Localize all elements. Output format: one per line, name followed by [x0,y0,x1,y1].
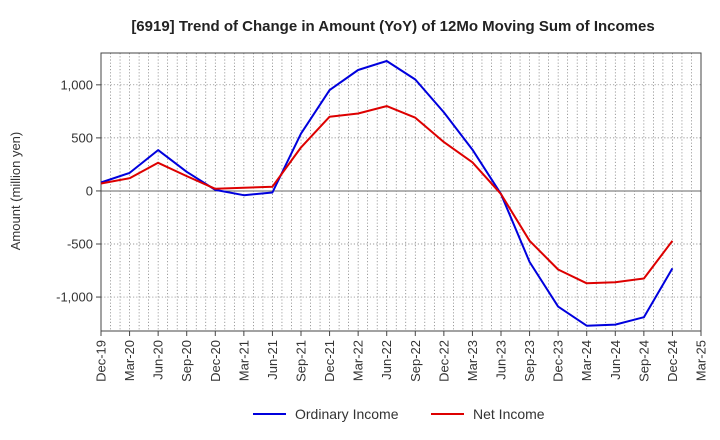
x-tick-label: Jun-22 [379,340,394,380]
legend-label: Net Income [473,406,545,422]
x-tick-label: Mar-24 [579,340,594,381]
x-tick-label: Jun-23 [494,340,509,380]
x-tick-label: Mar-23 [465,340,480,381]
x-tick-label: Dec-23 [551,340,566,382]
legend-item-ordinary-income: Ordinary Income [253,406,399,422]
y-tick-label: 1,000 [60,77,93,92]
series-line-net-income [100,105,674,285]
x-tick-label: Dec-21 [322,340,337,382]
y-tick-label: -1,000 [56,290,93,305]
x-tick-label: Jun-21 [265,340,280,380]
x-tick-label: Sep-23 [522,340,537,382]
x-tick-label: Dec-24 [665,340,680,382]
x-tick-label: Mar-20 [122,340,137,381]
x-tick-label: Mar-21 [236,340,251,381]
x-tick-label: Jun-20 [151,340,166,380]
x-tick-label: Mar-22 [351,340,366,381]
series-line-ordinary-income [100,60,674,327]
axes-layer: -1,000 -500 0 500 1,000 Dec-19 Mar-20 Jun-20 Sep… [56,52,709,382]
x-tick-label: Sep-21 [294,340,309,382]
y-tick-label: 500 [71,130,93,145]
y-tick-label: 0 [86,183,93,198]
plot-frame [100,52,702,332]
y-tick-label: -500 [67,236,93,251]
grid-layer [100,53,702,331]
x-tick-label: Dec-19 [94,340,109,382]
series-layer [100,60,674,327]
x-tick-label: Dec-20 [208,340,223,382]
x-tick-label: Mar-25 [694,340,709,381]
x-tick-label: Dec-22 [436,340,451,382]
x-tick-label: Sep-22 [408,340,423,382]
legend-item-net-income: Net Income [431,406,545,422]
chart-title: [6919] Trend of Change in Amount (YoY) o… [131,18,654,35]
y-axis-label: Amount (million yen) [8,132,23,251]
legend-label: Ordinary Income [295,406,399,422]
x-tick-label: Jun-24 [608,340,623,380]
x-tick-label: Sep-20 [179,340,194,382]
legend: Ordinary Income Net Income [253,406,545,422]
x-tick-label: Sep-24 [636,340,651,382]
